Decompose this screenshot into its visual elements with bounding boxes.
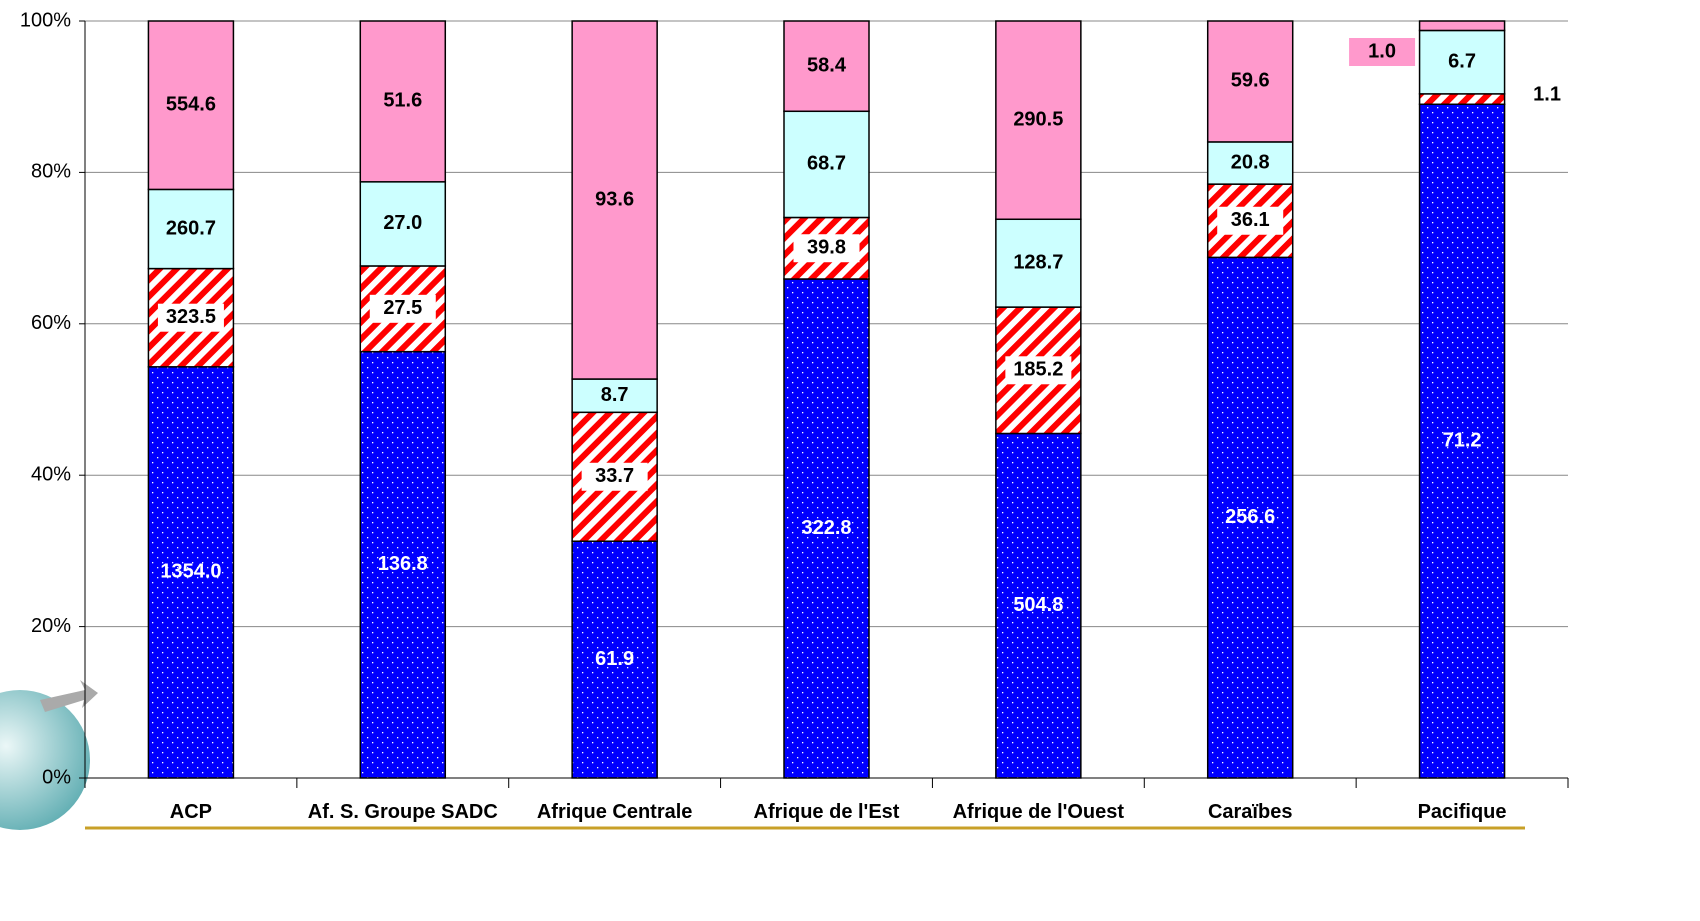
bar-segment — [359, 350, 447, 779]
label-bg — [581, 462, 648, 491]
bar-segment — [571, 20, 658, 380]
data-label: 27.0 — [383, 212, 422, 234]
data-label: 71.2 — [1443, 429, 1482, 451]
bar-segment — [995, 218, 1082, 308]
y-tick-label: 60% — [31, 312, 71, 334]
y-tick-label: 80% — [31, 161, 71, 183]
data-label: 93.6 — [595, 188, 634, 210]
x-tick-label: Afrique Centrale — [536, 801, 693, 823]
x-tick-label: ACP — [169, 801, 213, 823]
data-label: 27.5 — [383, 297, 422, 319]
y-tick-label: 0% — [42, 766, 71, 788]
bar-segment — [1206, 20, 1294, 143]
y-tick-label: 100% — [20, 9, 71, 31]
data-label: 39.8 — [807, 237, 846, 259]
data-label: 68.7 — [807, 153, 846, 175]
x-tick-label: Afrique de l'Ouest — [952, 801, 1125, 823]
data-label: 256.6 — [1225, 506, 1275, 528]
data-label: 322.8 — [801, 517, 851, 539]
bar-segment — [147, 366, 235, 779]
x-tick-label: Af. S. Groupe SADC — [307, 801, 498, 823]
bar-segment — [1418, 29, 1506, 95]
bar-segment — [995, 20, 1082, 221]
data-label: 323.5 — [166, 306, 216, 328]
bar-segment — [1418, 20, 1506, 32]
y-tick-label: 20% — [31, 615, 71, 637]
data-label: 8.7 — [601, 384, 629, 406]
data-label: 59.6 — [1231, 70, 1270, 92]
data-label: 290.5 — [1013, 108, 1063, 130]
label-bg — [157, 303, 224, 332]
bar-segment — [147, 20, 235, 191]
bar-segment — [783, 278, 870, 779]
x-tick-label: Pacifique — [1417, 801, 1507, 823]
label-bg — [369, 294, 436, 323]
data-label: 33.7 — [595, 465, 634, 487]
data-label: 58.4 — [807, 54, 847, 76]
label-bg — [1217, 206, 1284, 235]
data-label: 504.8 — [1013, 594, 1063, 616]
bar-segment — [783, 20, 870, 113]
label-bg — [1349, 38, 1416, 66]
y-tick-label: 40% — [31, 463, 71, 485]
bar-segment — [147, 188, 235, 270]
label-bg — [1005, 356, 1072, 385]
data-label: 185.2 — [1013, 359, 1063, 381]
data-label: 260.7 — [166, 217, 216, 239]
bar-segment — [1206, 256, 1294, 779]
label-bg — [793, 234, 860, 263]
data-label: 36.1 — [1231, 209, 1270, 231]
bar-segment — [1418, 93, 1506, 106]
bar-segment — [995, 432, 1082, 779]
data-label: 20.8 — [1231, 151, 1270, 173]
x-tick-label: Caraïbes — [1207, 801, 1293, 823]
bar-segment — [1418, 103, 1506, 779]
logo — [0, 680, 98, 830]
data-label: 1.1 — [1533, 83, 1561, 105]
data-label: 6.7 — [1448, 50, 1476, 72]
data-label: 1.0 — [1368, 40, 1396, 62]
bar-segment — [571, 378, 658, 414]
data-label: 128.7 — [1013, 251, 1063, 273]
data-label: 51.6 — [383, 90, 422, 112]
data-label: 61.9 — [595, 648, 634, 670]
bar-segment — [359, 20, 447, 183]
bar-segment — [571, 540, 658, 779]
data-label: 1354.0 — [160, 561, 221, 583]
data-label: 136.8 — [378, 553, 428, 575]
bar-segment — [783, 110, 870, 219]
bar-segment — [359, 181, 447, 267]
x-tick-label: Afrique de l'Est — [753, 801, 900, 823]
data-label: 554.6 — [166, 93, 216, 115]
